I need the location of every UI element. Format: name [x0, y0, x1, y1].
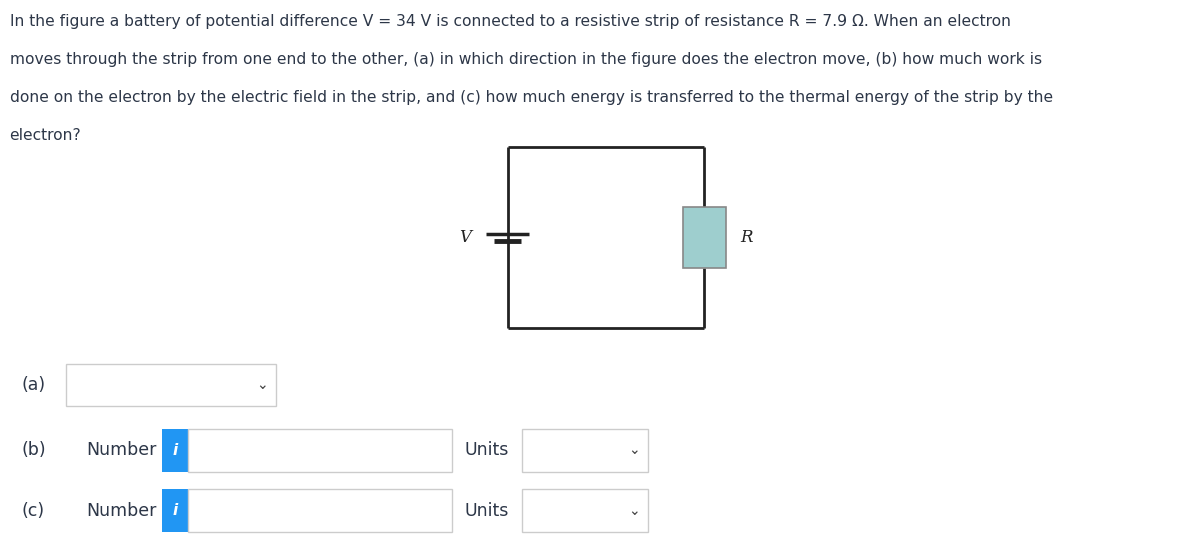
Text: ⌄: ⌄ [628, 443, 640, 458]
Text: Units: Units [464, 502, 509, 519]
Text: Units: Units [464, 442, 509, 459]
FancyBboxPatch shape [522, 429, 648, 472]
Text: i: i [173, 443, 178, 458]
Polygon shape [683, 207, 726, 268]
Text: done on the electron by the electric field in the strip, and (c) how much energy: done on the electron by the electric fie… [10, 90, 1052, 105]
Text: In the figure a battery of potential difference V = 34 V is connected to a resis: In the figure a battery of potential dif… [10, 14, 1010, 28]
FancyBboxPatch shape [188, 429, 452, 472]
Text: ⌄: ⌄ [628, 503, 640, 518]
Text: i: i [173, 503, 178, 518]
FancyBboxPatch shape [188, 489, 452, 532]
FancyBboxPatch shape [162, 489, 188, 532]
Text: electron?: electron? [10, 128, 82, 143]
Text: Number: Number [86, 502, 157, 519]
Text: (a): (a) [22, 376, 46, 394]
Text: (b): (b) [22, 442, 47, 459]
Text: moves through the strip from one end to the other, (a) in which direction in the: moves through the strip from one end to … [10, 52, 1042, 67]
Text: (c): (c) [22, 502, 44, 519]
Text: V: V [460, 229, 472, 246]
Text: Number: Number [86, 442, 157, 459]
FancyBboxPatch shape [66, 364, 276, 406]
Text: R: R [740, 229, 752, 246]
FancyBboxPatch shape [162, 429, 188, 472]
Text: ⌄: ⌄ [256, 378, 268, 392]
FancyBboxPatch shape [522, 489, 648, 532]
